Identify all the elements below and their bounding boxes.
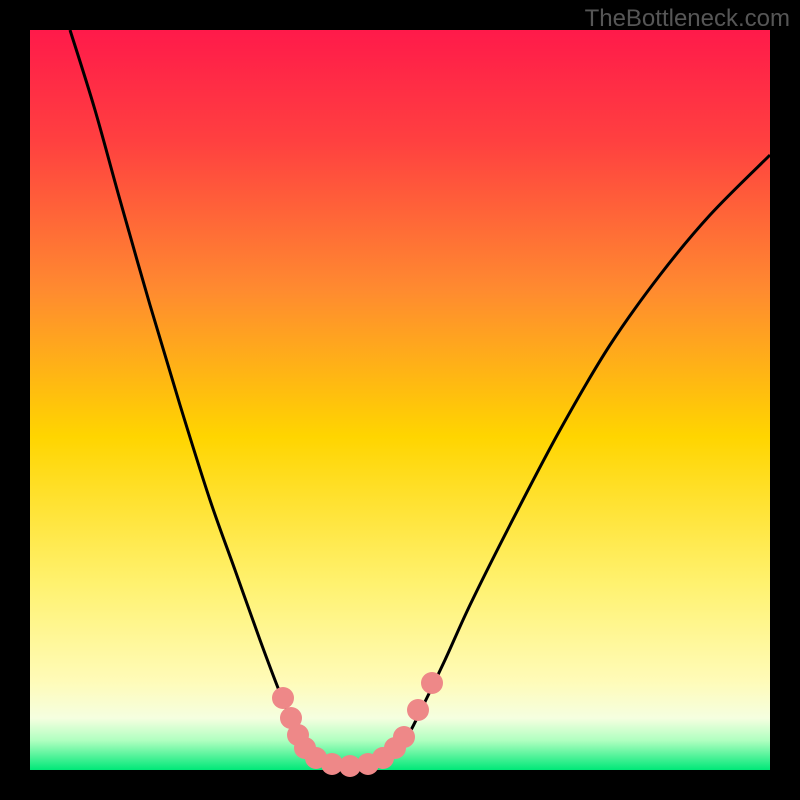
- marker-point: [421, 672, 443, 694]
- watermark-text: TheBottleneck.com: [585, 5, 790, 33]
- marker-point: [272, 687, 294, 709]
- marker-point: [393, 726, 415, 748]
- bottleneck-chart: [0, 0, 800, 800]
- marker-point: [407, 699, 429, 721]
- plot-background: [30, 30, 770, 770]
